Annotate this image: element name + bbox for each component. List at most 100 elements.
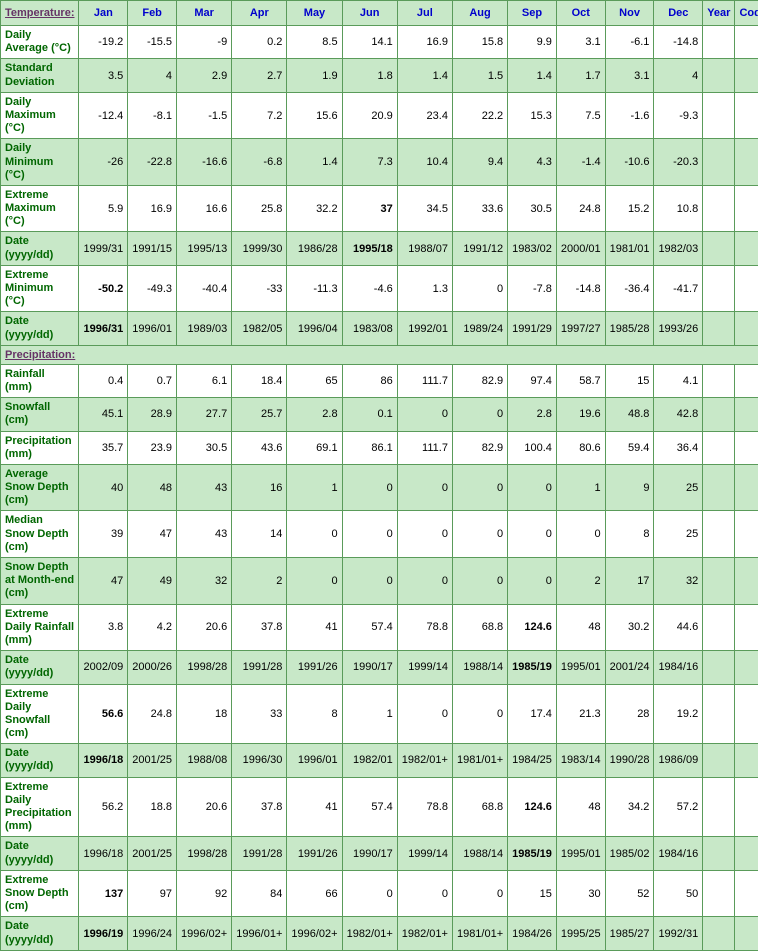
cell: 1996/19 [79, 917, 128, 950]
cell [735, 232, 758, 265]
row-label: Snow Depth at Month-end (cm) [1, 558, 79, 605]
cell: 1996/30 [232, 744, 287, 777]
cell: 23.4 [397, 92, 452, 139]
header-month-jun: Jun [342, 1, 397, 26]
cell: 3.8 [79, 604, 128, 651]
table-row: Date (yyyy/dd)1996/182001/251998/281991/… [1, 837, 758, 870]
cell: 43 [177, 511, 232, 558]
cell: 2000/26 [128, 651, 177, 684]
cell: 52 [605, 870, 654, 917]
cell [735, 185, 758, 232]
cell: 124.6 [508, 777, 557, 837]
row-label: Extreme Daily Precipitation (mm) [1, 777, 79, 837]
cell: 2.8 [287, 398, 342, 431]
cell: 0 [452, 684, 507, 744]
cell: C [735, 26, 758, 59]
cell: 2 [232, 558, 287, 605]
cell: 1.4 [508, 59, 557, 92]
cell: 23.9 [128, 431, 177, 464]
row-label: Extreme Maximum (°C) [1, 185, 79, 232]
cell: C [735, 464, 758, 511]
cell: 16.9 [397, 26, 452, 59]
cell: 68.8 [452, 777, 507, 837]
cell [735, 870, 758, 917]
cell: 57.4 [342, 777, 397, 837]
row-label: Daily Average (°C) [1, 26, 79, 59]
cell: 1996/04 [287, 312, 342, 345]
table-row: Daily Average (°C)-19.2-15.5-90.28.514.1… [1, 26, 758, 59]
cell: 97.4 [508, 364, 557, 397]
cell [735, 777, 758, 837]
cell: 0 [452, 398, 507, 431]
cell: 0 [556, 511, 605, 558]
cell: 1985/28 [605, 312, 654, 345]
header-month-feb: Feb [128, 1, 177, 26]
table-row: Daily Minimum (°C)-26-22.8-16.6-6.81.47.… [1, 139, 758, 186]
cell [703, 651, 735, 684]
cell: -1.4 [556, 139, 605, 186]
cell: -36.4 [605, 265, 654, 312]
cell: 1997/27 [556, 312, 605, 345]
cell: -9 [177, 26, 232, 59]
cell: 80.6 [556, 431, 605, 464]
cell: 1.8 [342, 59, 397, 92]
cell [703, 312, 735, 345]
cell: 30.5 [177, 431, 232, 464]
cell: 1984/26 [508, 917, 557, 950]
cell: 0 [452, 511, 507, 558]
cell: 0 [508, 558, 557, 605]
cell: 1.4 [287, 139, 342, 186]
cell: 8 [605, 511, 654, 558]
cell: 0.4 [79, 364, 128, 397]
cell: -1.6 [605, 92, 654, 139]
row-label: Daily Minimum (°C) [1, 139, 79, 186]
cell: 10.4 [397, 139, 452, 186]
cell: 57.2 [654, 777, 703, 837]
cell: -14.8 [556, 265, 605, 312]
cell [735, 312, 758, 345]
cell: 7.2 [232, 92, 287, 139]
cell: 0 [287, 558, 342, 605]
cell: 34.2 [605, 777, 654, 837]
cell: 0 [397, 398, 452, 431]
cell: 19.6 [556, 398, 605, 431]
cell: 68.8 [452, 604, 507, 651]
row-label: Median Snow Depth (cm) [1, 511, 79, 558]
cell: -4.6 [342, 265, 397, 312]
row-label: Date (yyyy/dd) [1, 744, 79, 777]
table-row: Extreme Daily Rainfall (mm)3.84.220.637.… [1, 604, 758, 651]
table-row: Extreme Snow Depth (cm)13797928466000153… [1, 870, 758, 917]
cell: 9.4 [452, 139, 507, 186]
cell: 37.8 [232, 777, 287, 837]
cell: 2 [556, 558, 605, 605]
row-label: Date (yyyy/dd) [1, 917, 79, 950]
cell: 1991/15 [128, 232, 177, 265]
cell: 2000/01 [556, 232, 605, 265]
cell: 32.2 [287, 185, 342, 232]
table-row: Precipitation (mm)35.723.930.543.669.186… [1, 431, 758, 464]
cell: 41 [287, 777, 342, 837]
cell: 28 [605, 684, 654, 744]
cell: 1988/08 [177, 744, 232, 777]
precip-section-row: Precipitation: [1, 345, 758, 364]
cell: 6.1 [177, 364, 232, 397]
cell [703, 604, 735, 651]
cell: 27.7 [177, 398, 232, 431]
cell: 28.9 [128, 398, 177, 431]
cell: 1985/19 [508, 837, 557, 870]
cell: 111.7 [397, 364, 452, 397]
cell: 1995/01 [556, 651, 605, 684]
cell [735, 684, 758, 744]
cell: -20.3 [654, 139, 703, 186]
cell: 15.6 [287, 92, 342, 139]
cell: 2001/25 [128, 837, 177, 870]
cell: 44.6 [654, 604, 703, 651]
cell [703, 92, 735, 139]
cell: 1989/24 [452, 312, 507, 345]
cell: 48.8 [605, 398, 654, 431]
cell: 1999/31 [79, 232, 128, 265]
table-row: Date (yyyy/dd)1996/182001/251988/081996/… [1, 744, 758, 777]
cell: 2001/25 [128, 744, 177, 777]
row-label: Date (yyyy/dd) [1, 312, 79, 345]
cell [735, 265, 758, 312]
